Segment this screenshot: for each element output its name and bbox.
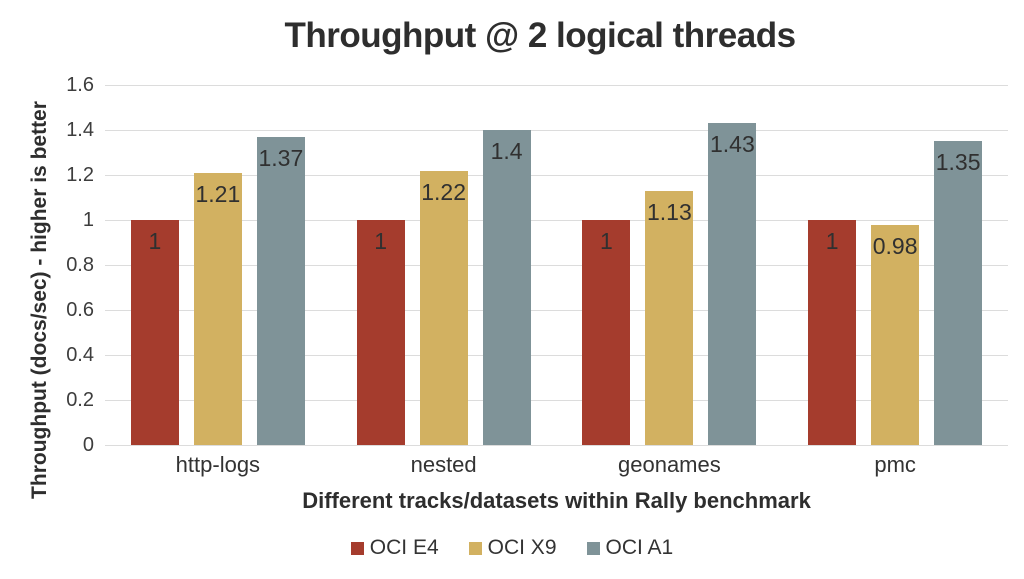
legend-label: OCI X9 (487, 536, 557, 559)
gridline (105, 400, 1008, 401)
category-label-geonames: geonames (618, 452, 721, 477)
bar-value-label: 1.22 (421, 178, 466, 205)
bar-oci-a1-pmc: 1.35 (934, 141, 983, 445)
bar-oci-e4-nested: 1 (356, 220, 405, 445)
y-tick-label: 1 (82, 209, 94, 231)
gridline (105, 175, 1008, 176)
bar-value-label: 1.43 (709, 131, 755, 158)
y-tick-label: 0.2 (66, 389, 94, 411)
bar-oci-x9-http-logs: 1.21 (193, 172, 242, 445)
y-tick-label: 0.4 (66, 344, 94, 366)
x-axis-ticks: http-logs nested geonames pmc (105, 452, 1008, 480)
gridline (105, 85, 1008, 86)
legend-label: OCI E4 (369, 536, 439, 559)
y-tick-label: 0.8 (66, 254, 94, 276)
gridline (105, 355, 1008, 356)
category-label-http-logs: http-logs (175, 452, 261, 477)
legend-item-oci-x9: OCI X9 (468, 536, 557, 560)
bar-value-label: 1 (148, 228, 162, 254)
bar-value-label: 1.21 (195, 180, 241, 207)
bar-value-label: 1.37 (258, 144, 304, 171)
plot-area: 1 1.21 1.37 1 1.22 1.4 1 1.13 1.43 1 0.98 1.35 (105, 85, 1008, 446)
bar-oci-e4-geonames: 1 (582, 220, 631, 445)
gridline (105, 265, 1008, 266)
x-axis-title: Different tracks/datasets within Rally b… (302, 488, 811, 513)
bar-value-label: 1 (825, 228, 839, 254)
bar-oci-x9-pmc: 0.98 (871, 224, 920, 445)
bar-oci-a1-nested: 1.4 (482, 130, 531, 445)
bar-value-label: 1 (599, 228, 613, 254)
gridline (105, 445, 1008, 446)
bar-value-label: 1.35 (935, 149, 981, 176)
legend-swatch-icon (586, 541, 600, 555)
bar-oci-a1-geonames: 1.43 (708, 123, 757, 445)
legend: OCI E4 OCI X9 OCI A1 (0, 536, 1024, 560)
y-tick-label: 1.6 (66, 74, 94, 96)
bar-oci-e4-pmc: 1 (808, 220, 857, 445)
bar-oci-x9-geonames: 1.13 (645, 190, 694, 445)
y-tick-label: 0 (82, 434, 94, 456)
legend-label: OCI A1 (605, 536, 674, 559)
bar-oci-x9-nested: 1.22 (419, 170, 468, 445)
legend-swatch-icon (468, 541, 482, 555)
bar-oci-a1-http-logs: 1.37 (256, 136, 305, 445)
chart-title: Throughput @ 2 logical threads (284, 16, 796, 55)
bar-value-label: 1.13 (646, 198, 692, 225)
bar-value-label: 1.4 (490, 138, 523, 164)
y-tick-label: 0.6 (66, 299, 94, 321)
y-tick-label: 1.2 (66, 164, 94, 186)
category-label-pmc: pmc (874, 452, 916, 477)
category-label-nested: nested (410, 452, 477, 477)
gridline (105, 220, 1008, 221)
bar-value-label: 1 (374, 228, 388, 254)
legend-item-oci-e4: OCI E4 (350, 536, 439, 560)
legend-item-oci-a1: OCI A1 (586, 536, 674, 560)
gridline (105, 310, 1008, 311)
bar-oci-e4-http-logs: 1 (130, 220, 179, 445)
y-tick-label: 1.4 (66, 119, 94, 141)
bar-value-label: 0.98 (872, 232, 918, 259)
gridline (105, 130, 1008, 131)
legend-swatch-icon (350, 541, 364, 555)
